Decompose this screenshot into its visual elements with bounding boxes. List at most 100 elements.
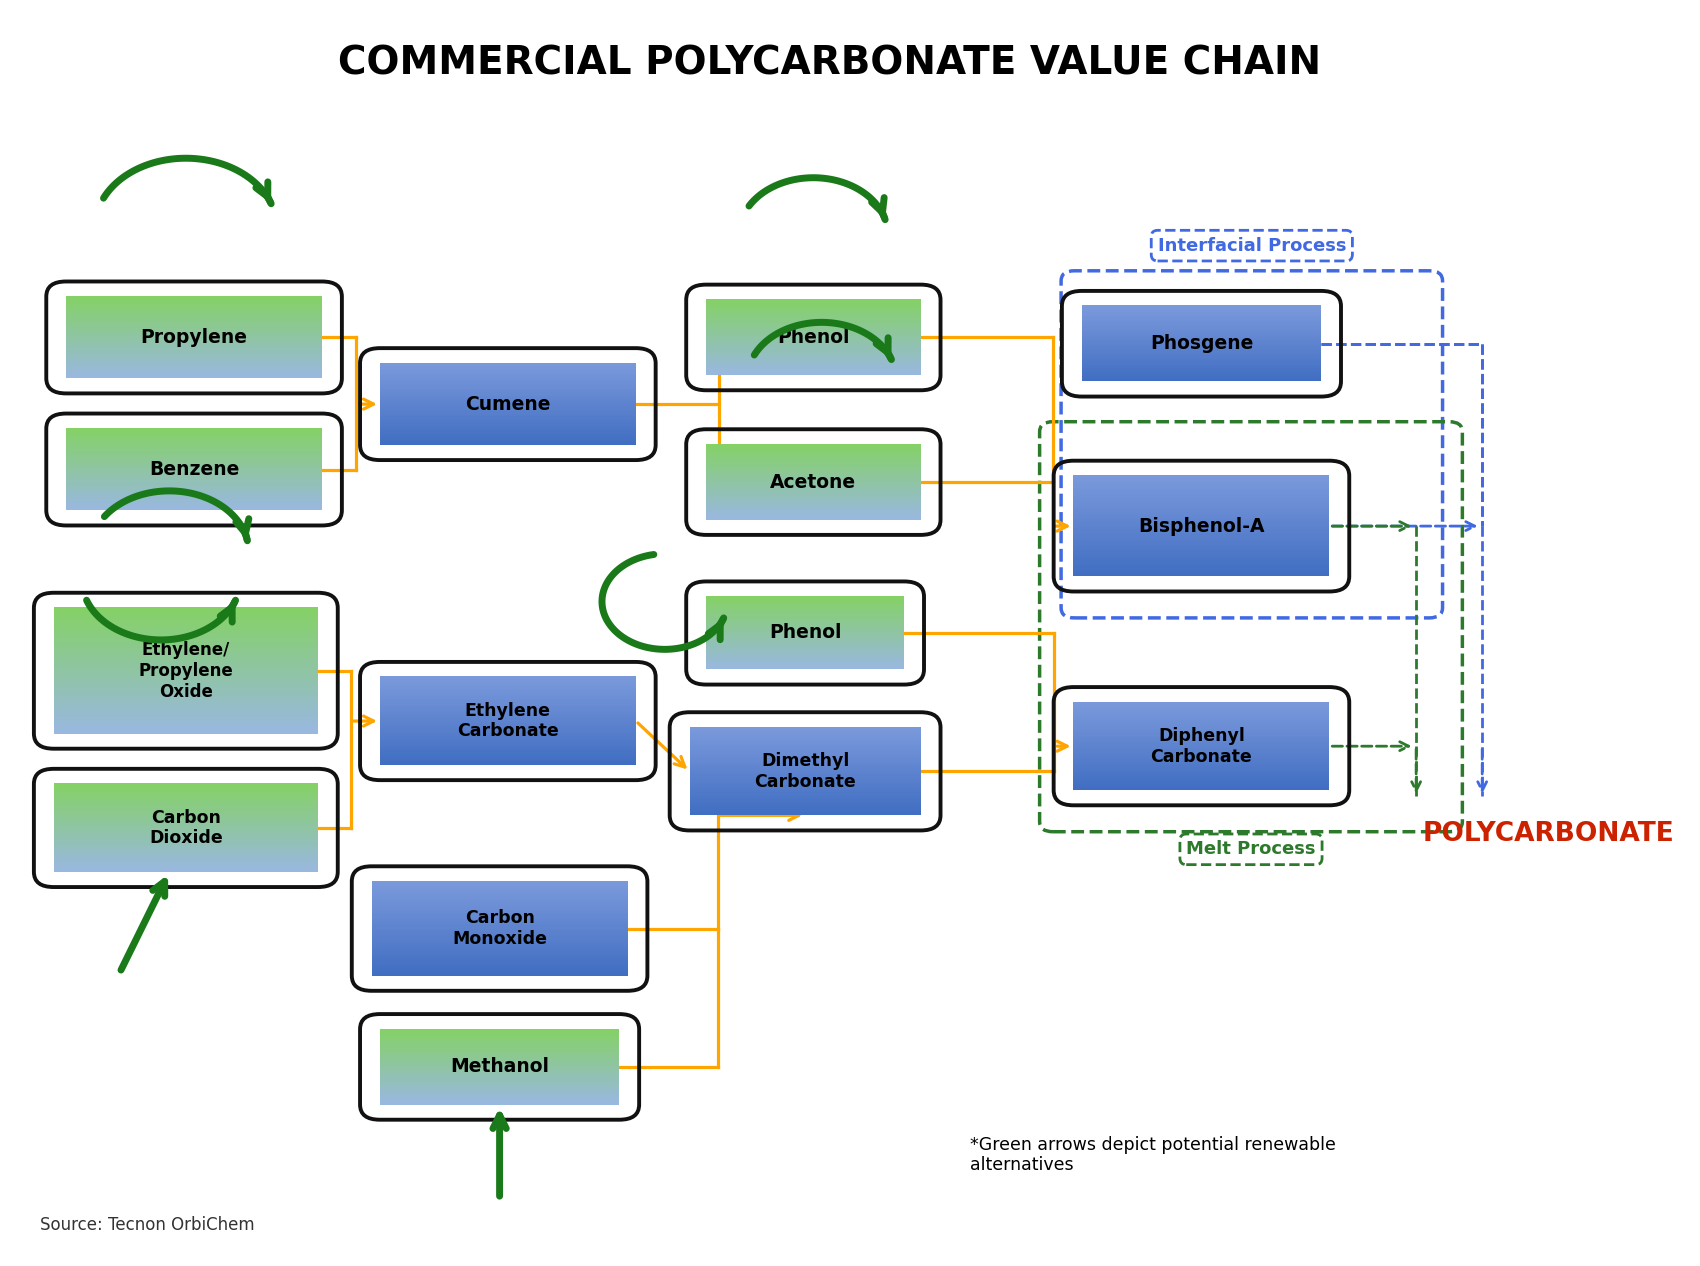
- Bar: [379, 367, 636, 368]
- Bar: [706, 447, 921, 449]
- Bar: [379, 1089, 619, 1091]
- Bar: [379, 760, 636, 762]
- Bar: [690, 789, 921, 790]
- Bar: [379, 727, 636, 728]
- Bar: [379, 1056, 619, 1058]
- Bar: [54, 801, 318, 803]
- Bar: [706, 457, 921, 460]
- Bar: [54, 630, 318, 633]
- Bar: [372, 962, 627, 965]
- Bar: [54, 838, 318, 839]
- Bar: [372, 884, 627, 886]
- Text: Dimethyl
Carbonate: Dimethyl Carbonate: [755, 752, 857, 791]
- Bar: [66, 448, 321, 451]
- Bar: [379, 408, 636, 410]
- Bar: [54, 651, 318, 655]
- Bar: [706, 662, 904, 663]
- Bar: [379, 381, 636, 384]
- Bar: [66, 296, 321, 298]
- Bar: [1081, 333, 1321, 335]
- Bar: [706, 305, 921, 308]
- Bar: [379, 1075, 619, 1077]
- Bar: [706, 596, 904, 598]
- Bar: [54, 685, 318, 687]
- Bar: [66, 509, 321, 510]
- Bar: [54, 827, 318, 829]
- Bar: [379, 1076, 619, 1079]
- Bar: [379, 392, 636, 395]
- Bar: [54, 853, 318, 856]
- Bar: [66, 308, 321, 310]
- Bar: [66, 305, 321, 308]
- Bar: [54, 833, 318, 836]
- Bar: [54, 861, 318, 863]
- Bar: [706, 327, 921, 329]
- Bar: [54, 687, 318, 690]
- Bar: [690, 812, 921, 814]
- Bar: [379, 1050, 619, 1052]
- Bar: [372, 948, 627, 951]
- Bar: [706, 332, 921, 334]
- Bar: [379, 414, 636, 417]
- Bar: [706, 344, 921, 347]
- Bar: [379, 1067, 619, 1070]
- Bar: [54, 609, 318, 611]
- Bar: [66, 313, 321, 314]
- Bar: [379, 695, 636, 698]
- Bar: [379, 761, 636, 763]
- Bar: [379, 1085, 619, 1087]
- Bar: [690, 787, 921, 789]
- Bar: [1073, 728, 1329, 730]
- Bar: [1073, 510, 1329, 513]
- Bar: [379, 1101, 619, 1104]
- Bar: [1073, 780, 1329, 781]
- Bar: [706, 603, 904, 605]
- Bar: [66, 356, 321, 358]
- Bar: [706, 461, 921, 463]
- Bar: [54, 717, 318, 719]
- Bar: [66, 443, 321, 444]
- Bar: [54, 830, 318, 832]
- Bar: [706, 653, 904, 655]
- Bar: [706, 647, 904, 648]
- Bar: [706, 514, 921, 517]
- Bar: [372, 904, 627, 906]
- Bar: [54, 857, 318, 858]
- Bar: [54, 791, 318, 793]
- Bar: [66, 322, 321, 324]
- Bar: [66, 349, 321, 351]
- Bar: [706, 630, 904, 632]
- Bar: [690, 770, 921, 771]
- Bar: [54, 814, 318, 817]
- Bar: [379, 677, 636, 680]
- Bar: [706, 615, 904, 618]
- Bar: [1081, 320, 1321, 323]
- Bar: [372, 941, 627, 943]
- Bar: [66, 492, 321, 494]
- Bar: [66, 444, 321, 447]
- Bar: [706, 338, 921, 341]
- Bar: [1073, 552, 1329, 555]
- Bar: [706, 443, 921, 446]
- Bar: [706, 304, 921, 306]
- Bar: [706, 515, 921, 518]
- Bar: [54, 675, 318, 677]
- Bar: [379, 709, 636, 710]
- Bar: [66, 476, 321, 477]
- Bar: [706, 349, 921, 351]
- Bar: [66, 316, 321, 318]
- Bar: [1073, 560, 1329, 561]
- Bar: [379, 738, 636, 741]
- Bar: [1081, 314, 1321, 316]
- Bar: [706, 500, 921, 503]
- Bar: [1073, 775, 1329, 777]
- Bar: [54, 666, 318, 668]
- Bar: [706, 517, 921, 519]
- Bar: [1081, 324, 1321, 327]
- Bar: [1073, 711, 1329, 714]
- Bar: [379, 713, 636, 715]
- Bar: [66, 460, 321, 461]
- Bar: [66, 495, 321, 496]
- Bar: [379, 363, 636, 366]
- Bar: [1073, 530, 1329, 533]
